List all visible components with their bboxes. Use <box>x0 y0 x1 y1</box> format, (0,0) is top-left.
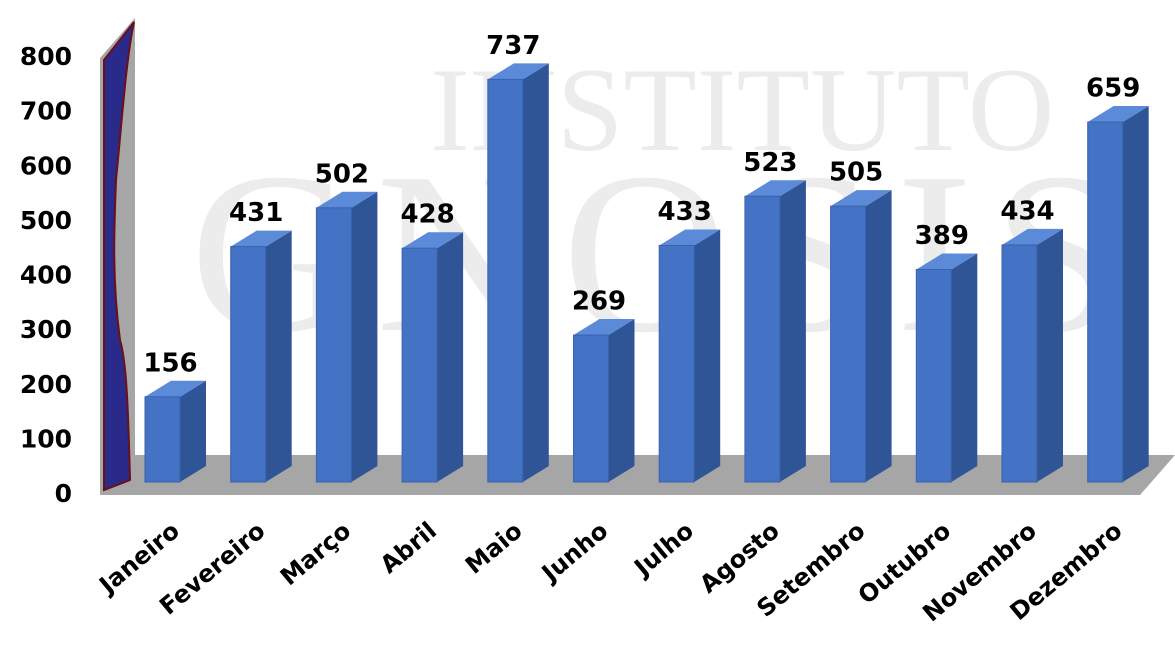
bar-side <box>437 232 463 482</box>
x-tick-label: Junho <box>535 517 613 589</box>
y-tick-label: 700 <box>20 97 72 126</box>
bar <box>659 245 694 482</box>
bar-side <box>694 229 720 482</box>
x-tick-label: Maio <box>460 517 528 580</box>
bar <box>316 208 351 482</box>
bar-side <box>609 319 635 482</box>
y-tick-label: 400 <box>20 261 72 290</box>
bar <box>831 206 866 482</box>
bar <box>1002 245 1037 482</box>
y-tick-label: 300 <box>20 315 72 344</box>
value-label: 434 <box>1000 196 1054 226</box>
y-tick-label: 500 <box>20 206 72 235</box>
value-label: 505 <box>829 158 883 188</box>
value-label: 433 <box>658 197 712 227</box>
value-label: 523 <box>743 148 797 178</box>
y-tick-label: 600 <box>20 151 72 180</box>
y-tick-label: 0 <box>55 479 72 508</box>
bar-side <box>1123 106 1149 482</box>
x-tick-label: Abril <box>375 517 442 580</box>
bar <box>402 248 437 482</box>
bar <box>574 335 609 482</box>
value-label: 431 <box>229 198 283 228</box>
y-tick-label: 800 <box>20 42 72 71</box>
x-tick-label: Julho <box>628 517 699 583</box>
x-tick-label: Março <box>275 517 356 592</box>
y-tick-label: 200 <box>20 370 72 399</box>
bar <box>145 397 180 482</box>
bar <box>231 247 266 482</box>
bar-side <box>180 381 206 482</box>
bar-side <box>266 231 292 482</box>
bar-side <box>780 180 806 482</box>
value-label: 156 <box>143 348 197 378</box>
page: INSTITUTO GNOSIS 01002003004005006007008… <box>0 0 1175 655</box>
value-label: 428 <box>400 200 454 230</box>
bar-side <box>1037 229 1063 482</box>
bar <box>488 79 523 482</box>
value-label: 502 <box>315 159 369 189</box>
bar <box>916 270 951 482</box>
bar-side <box>523 63 549 482</box>
y-tick-label: 100 <box>20 424 72 453</box>
bar-side <box>951 254 977 482</box>
value-label: 737 <box>486 31 540 61</box>
value-label: 389 <box>915 221 969 251</box>
value-label: 269 <box>572 287 626 317</box>
chart: INSTITUTO GNOSIS 01002003004005006007008… <box>0 0 1175 655</box>
bar-side <box>351 192 377 482</box>
bar-side <box>866 190 892 482</box>
bar <box>745 196 780 482</box>
bar <box>1088 122 1123 482</box>
value-label: 659 <box>1086 74 1140 104</box>
